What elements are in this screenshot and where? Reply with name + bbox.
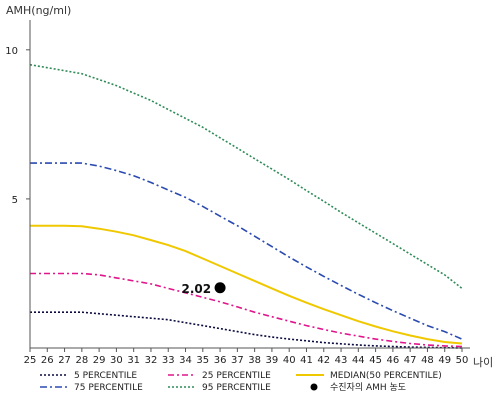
x-tick-label: 44	[352, 355, 365, 366]
x-tick-label: 31	[127, 355, 140, 366]
legend-label: 25 PERCENTILE	[202, 371, 271, 381]
series-line-95-percentile	[29, 63, 463, 290]
patient-amh-marker	[214, 282, 226, 294]
x-tick-label: 26	[41, 355, 54, 366]
legend-label: 수진자의 AMH 농도	[330, 382, 406, 393]
legend-label: 75 PERCENTILE	[74, 383, 143, 393]
x-tick-label: 27	[58, 355, 71, 366]
legend-label: 95 PERCENTILE	[202, 383, 271, 393]
series-line-5-percentile	[30, 311, 463, 349]
x-tick-label: 50	[456, 355, 469, 366]
legend: 5 PERCENTILE 25 PERCENTILE MEDIAN(50 PERCE…	[40, 371, 442, 393]
x-tick-label: 29	[93, 355, 106, 366]
x-tick-label: 36	[214, 355, 227, 366]
legend-label: 5 PERCENTILE	[74, 371, 137, 381]
x-tick-label: 40	[283, 355, 296, 366]
x-tick-label: 38	[248, 355, 261, 366]
x-tick-label: 25	[24, 355, 37, 366]
series-line-25-percentile	[30, 272, 463, 348]
legend-label: MEDIAN(50 PERCENTILE)	[330, 371, 442, 381]
x-axis-title: 나이	[473, 356, 493, 369]
y-tick-label: 10	[5, 46, 18, 57]
x-tick-label: 39	[266, 355, 279, 366]
y-axis-ticks: 5 10	[5, 46, 30, 206]
x-tick-label: 33	[162, 355, 175, 366]
x-tick-label: 34	[179, 355, 192, 366]
x-tick-label: 35	[196, 355, 209, 366]
x-tick-label: 49	[438, 355, 451, 366]
x-tick-label: 46	[387, 355, 400, 366]
legend-marker-swatch	[310, 383, 318, 391]
series-lines	[29, 63, 463, 349]
x-tick-label: 42	[317, 355, 330, 366]
patient-amh-value-label: 2.02	[181, 282, 211, 296]
series-line-median-50-percentile	[30, 224, 463, 345]
x-axis-ticks: 25 26 27 28 29 30 31 32 33 34 35 36 37 38 39 40 41 42 43 44…	[24, 348, 469, 366]
x-tick-label: 48	[421, 355, 434, 366]
x-tick-label: 28	[75, 355, 88, 366]
x-tick-label: 32	[145, 355, 158, 366]
y-axis-title: AMH(ng/ml)	[6, 4, 71, 17]
x-tick-label: 47	[404, 355, 417, 366]
x-tick-label: 41	[300, 355, 313, 366]
x-tick-label: 45	[369, 355, 382, 366]
x-tick-label: 43	[335, 355, 348, 366]
series-line-75-percentile	[30, 162, 463, 340]
x-tick-label: 30	[110, 355, 123, 366]
marker-group: 2.02	[181, 282, 226, 296]
y-tick-label: 5	[12, 195, 18, 206]
x-tick-label: 37	[231, 355, 244, 366]
